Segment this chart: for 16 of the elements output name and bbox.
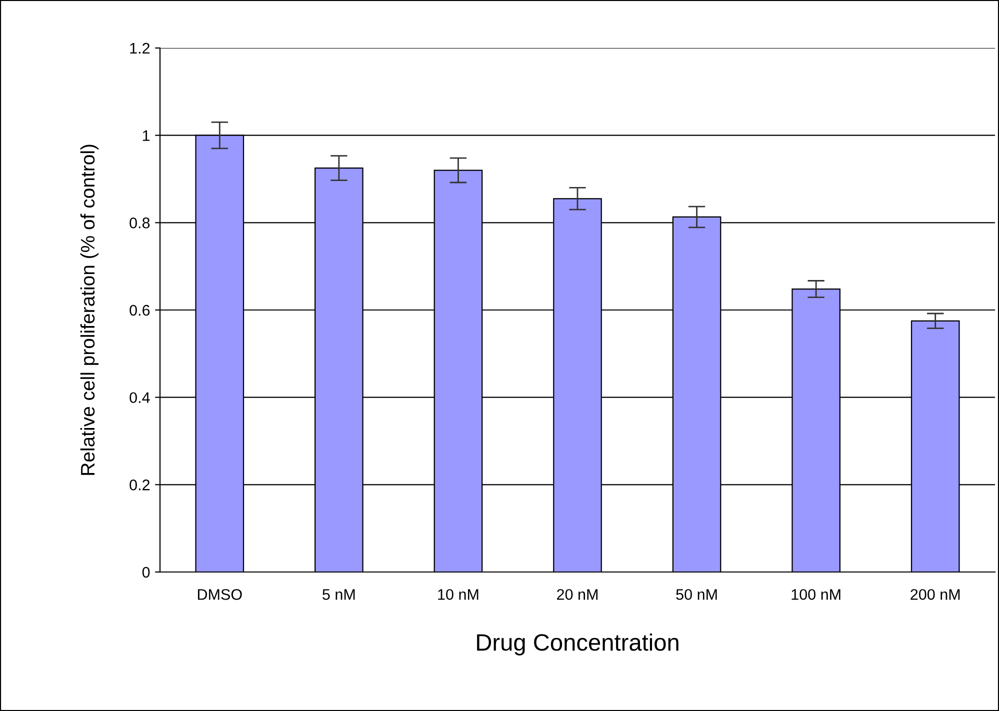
y-tick-label: 0: [142, 566, 150, 578]
y-tick-label: 1.2: [130, 42, 150, 54]
y-tick-label: 0.2: [130, 480, 150, 490]
y-axis-title: Relative cell proliferation (% of control): [80, 144, 98, 475]
x-tick-label: 200 nM: [910, 589, 960, 600]
x-tick-label: 50 nM: [676, 589, 717, 600]
y-tick-label: 1: [142, 130, 150, 141]
x-tick-label: DMSO: [198, 589, 242, 600]
y-tick-label: 0.8: [130, 218, 150, 228]
y-tick-label: 0.6: [130, 304, 150, 316]
x-tick-label: 10 nM: [438, 589, 478, 600]
x-axis-title: Drug Concentration: [477, 633, 678, 656]
x-tick-label: 20 nM: [557, 589, 598, 600]
y-tick-label: 0.4: [130, 392, 150, 404]
x-tick-label: 5 nM: [322, 589, 355, 600]
x-tick-label: 100 nM: [792, 589, 840, 600]
